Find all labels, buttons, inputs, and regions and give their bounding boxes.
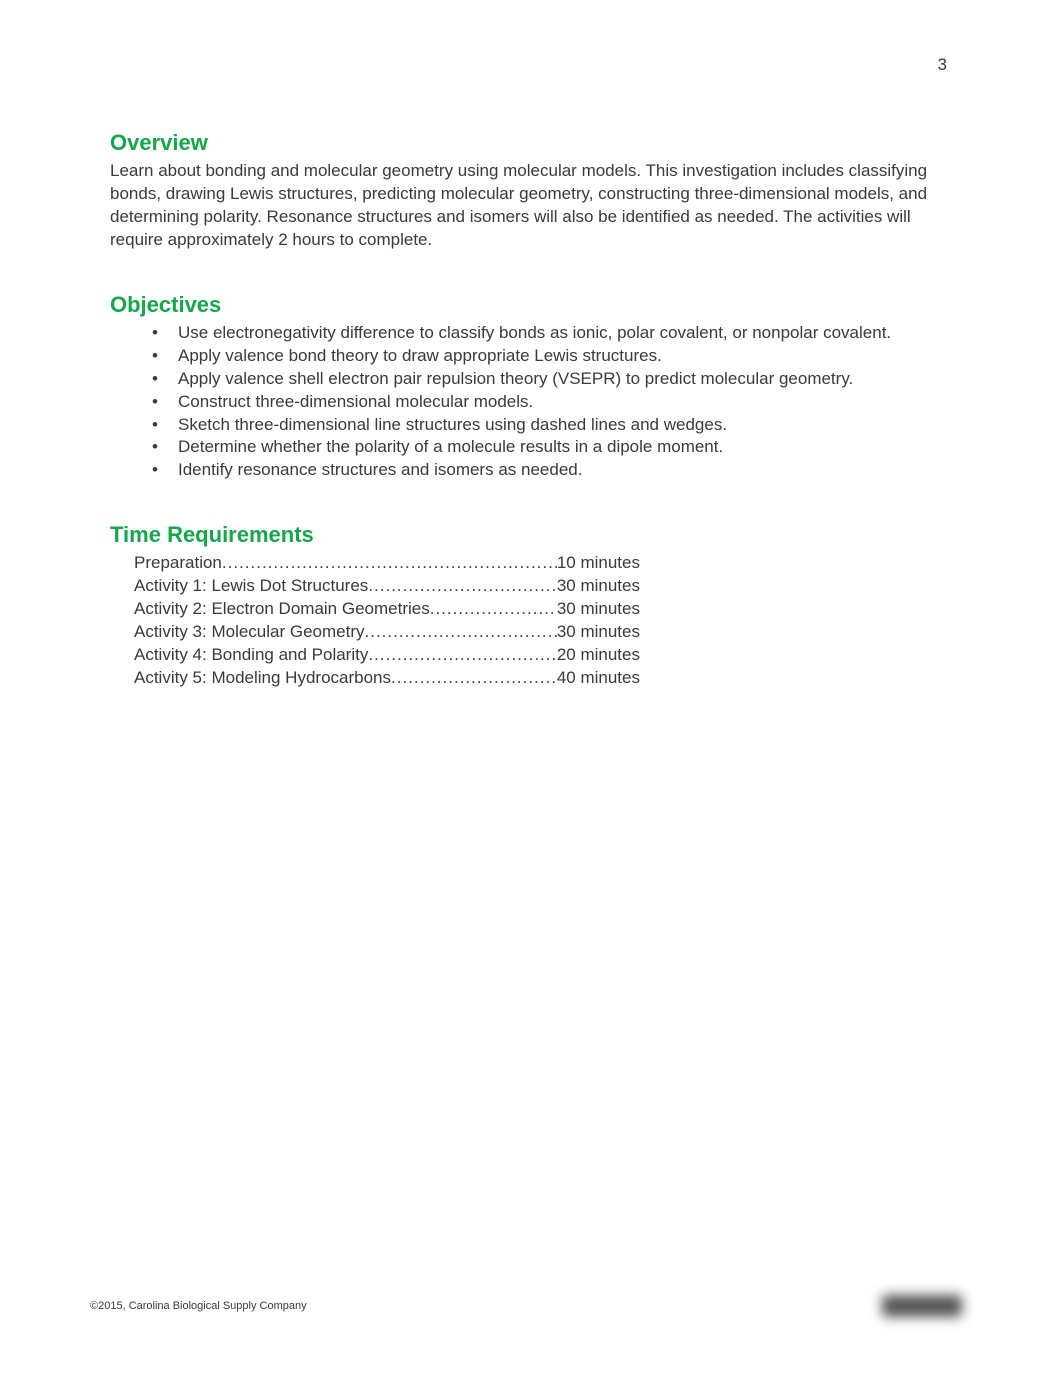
time-label: Activity 3: Molecular Geometry xyxy=(134,621,365,644)
time-value: 40 minutes xyxy=(557,667,640,690)
time-label: Activity 5: Modeling Hydrocarbons xyxy=(134,667,391,690)
list-item: Construct three-dimensional molecular mo… xyxy=(178,391,952,414)
time-row: Activity 2: Electron Domain Geometries 3… xyxy=(134,598,640,621)
list-item: Determine whether the polarity of a mole… xyxy=(178,436,952,459)
time-label: Activity 2: Electron Domain Geometries xyxy=(134,598,430,621)
time-value: 30 minutes xyxy=(557,575,640,598)
page-number: 3 xyxy=(938,55,947,75)
time-row: Activity 1: Lewis Dot Structures 30 minu… xyxy=(134,575,640,598)
dot-leader xyxy=(430,598,557,621)
dot-leader xyxy=(365,621,557,644)
list-item: Apply valence bond theory to draw approp… xyxy=(178,345,952,368)
time-requirements-heading: Time Requirements xyxy=(110,522,952,548)
footer-copyright: ©2015, Carolina Biological Supply Compan… xyxy=(90,1300,307,1312)
time-value: 20 minutes xyxy=(557,644,640,667)
overview-heading: Overview xyxy=(110,130,952,156)
time-label: Activity 1: Lewis Dot Structures xyxy=(134,575,368,598)
time-label: Preparation xyxy=(134,552,222,575)
time-row: Activity 4: Bonding and Polarity 20 minu… xyxy=(134,644,640,667)
objectives-list: Use electronegativity difference to clas… xyxy=(110,322,952,483)
overview-text: Learn about bonding and molecular geomet… xyxy=(110,160,952,252)
list-item: Sketch three-dimensional line structures… xyxy=(178,414,952,437)
dot-leader xyxy=(368,644,556,667)
time-row: Preparation 10 minutes xyxy=(134,552,640,575)
time-value: 10 minutes xyxy=(557,552,640,575)
time-row: Activity 3: Molecular Geometry 30 minute… xyxy=(134,621,640,644)
time-requirements-list: Preparation 10 minutes Activity 1: Lewis… xyxy=(110,552,640,690)
time-value: 30 minutes xyxy=(557,598,640,621)
objectives-heading: Objectives xyxy=(110,292,952,318)
dot-leader xyxy=(391,667,557,690)
dot-leader xyxy=(222,552,557,575)
list-item: Identify resonance structures and isomer… xyxy=(178,459,952,482)
list-item: Use electronegativity difference to clas… xyxy=(178,322,952,345)
list-item: Apply valence shell electron pair repuls… xyxy=(178,368,952,391)
footer-blur xyxy=(882,1295,962,1317)
dot-leader xyxy=(368,575,557,598)
time-value: 30 minutes xyxy=(557,621,640,644)
time-label: Activity 4: Bonding and Polarity xyxy=(134,644,368,667)
time-row: Activity 5: Modeling Hydrocarbons 40 min… xyxy=(134,667,640,690)
